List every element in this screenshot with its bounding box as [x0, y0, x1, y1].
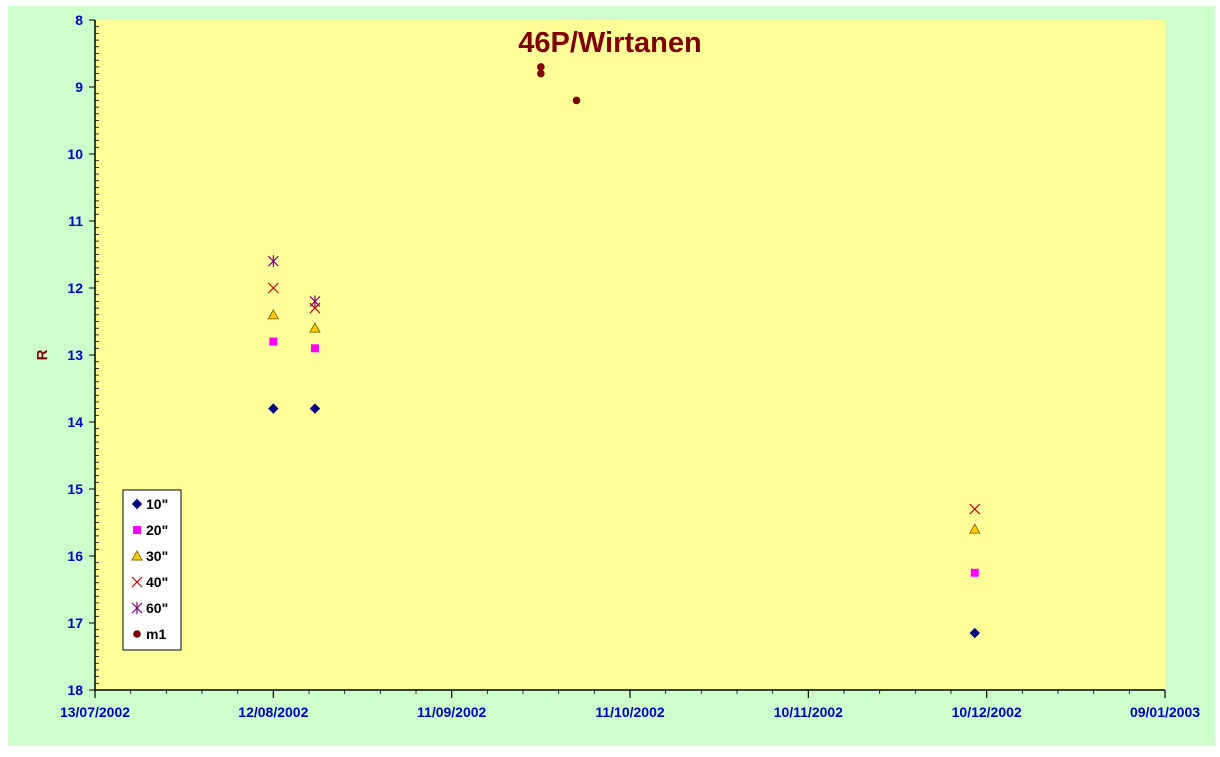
data-point-stroke: [267, 282, 279, 294]
data-point: [267, 282, 279, 294]
y-tick-label: 15: [67, 481, 83, 497]
data-point: [310, 344, 319, 353]
x-tick-label: 13/07/2002: [60, 704, 130, 720]
data-point: [309, 295, 321, 308]
data-point: [267, 255, 279, 268]
y-tick-label: 9: [75, 79, 83, 95]
y-tick-label: 16: [67, 548, 83, 564]
y-tick-label: 14: [67, 414, 83, 430]
legend: 10" 20" 30" 40" 60" m1: [122, 489, 182, 651]
legend-marker: [131, 576, 143, 588]
legend-marker: [131, 602, 143, 614]
x-tick-label: 09/01/2003: [1130, 704, 1200, 720]
legend-box: [122, 489, 182, 651]
legend-marker: [133, 630, 141, 638]
data-point: [267, 308, 280, 320]
y-tick-label: 10: [67, 146, 83, 162]
data-point: [969, 503, 981, 515]
legend-label: 30": [146, 548, 168, 564]
data-points: [267, 63, 981, 639]
data-point: [537, 69, 545, 78]
series-1: [269, 337, 979, 577]
data-point: [269, 337, 278, 346]
legend-marker: [133, 526, 141, 534]
data-point: [268, 403, 279, 414]
data-point-stroke: [969, 503, 981, 515]
legend-label: 10": [146, 496, 168, 512]
y-axis-label: R: [34, 349, 51, 360]
legend-marker: [131, 498, 143, 510]
y-tick-label: 13: [67, 347, 83, 363]
x-tick-label: 11/10/2002: [595, 704, 665, 720]
data-point: [309, 403, 321, 414]
x-tick-label: 10/11/2002: [774, 704, 844, 720]
series-4: [267, 255, 321, 308]
legend-marker-stroke: [131, 576, 143, 588]
data-point: [969, 523, 981, 534]
data-point: [537, 63, 545, 71]
legend-label: m1: [146, 626, 166, 642]
legend-label: 60": [146, 600, 168, 616]
data-point: [970, 568, 979, 577]
y-tick-label: 12: [67, 280, 83, 296]
x-tick-label: 12/08/2002: [238, 704, 308, 720]
x-tick-label: 10/12/2002: [952, 704, 1022, 720]
legend-label: 40": [146, 574, 168, 590]
chart-title: 46P/Wirtanen: [518, 27, 701, 59]
series-0: [268, 403, 980, 639]
plot-area: [95, 20, 1165, 690]
y-tick-label: 17: [67, 615, 83, 631]
data-point: [969, 627, 980, 639]
series-2: [267, 308, 981, 534]
axes: 8 9 10 11 12 13 14 15 16 17 18 13/07/2002 12/08/2002…: [60, 12, 1200, 720]
legend-marker: [131, 550, 143, 561]
data-point: [572, 96, 581, 105]
y-tick-label: 8: [75, 12, 83, 28]
series-5: [537, 63, 581, 105]
x-tick-label: 11/09/2002: [417, 704, 487, 720]
data-point: [309, 322, 321, 333]
y-tick-label: 18: [67, 682, 83, 698]
legend-label: 20": [146, 522, 168, 538]
y-tick-label: 11: [68, 213, 83, 229]
